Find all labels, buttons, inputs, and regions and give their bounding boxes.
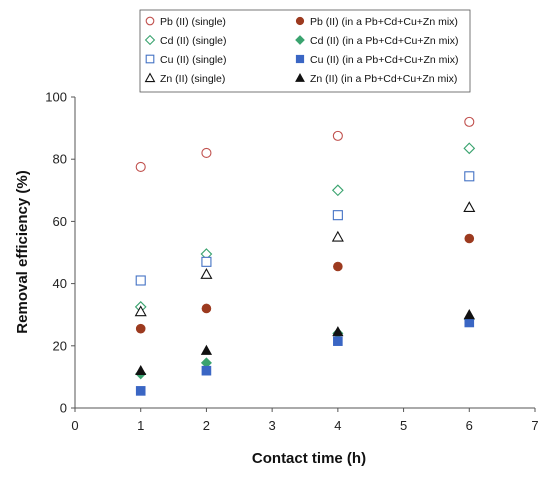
legend-box bbox=[139, 9, 471, 93]
data-point bbox=[200, 268, 213, 279]
data-point bbox=[332, 130, 343, 141]
data-point bbox=[135, 364, 147, 376]
data-point bbox=[134, 305, 147, 317]
legend-marker bbox=[295, 35, 305, 45]
x-axis-title: Contact time (h) bbox=[252, 450, 366, 467]
legend-label: Cd (II) (in a Pb+Cd+Cu+Zn mix) bbox=[310, 35, 459, 47]
data-point bbox=[463, 201, 476, 213]
data-point bbox=[135, 323, 146, 334]
series-6 bbox=[134, 201, 476, 317]
data-point bbox=[332, 210, 343, 221]
tick-labels: 0 1 2 3 4 5 6 7 0 20 40 60 80 100 bbox=[45, 90, 538, 434]
x-tick-label: 3 bbox=[269, 418, 276, 433]
data-points bbox=[134, 116, 476, 396]
plot-area bbox=[74, 97, 535, 409]
legend-marker bbox=[144, 34, 156, 46]
data-point bbox=[201, 256, 212, 267]
data-point bbox=[201, 365, 212, 376]
data-point bbox=[135, 386, 146, 396]
data-point bbox=[464, 317, 475, 328]
legend-marker bbox=[144, 72, 156, 83]
x-tick-label: 5 bbox=[400, 418, 407, 433]
legend-label: Cd (II) (single) bbox=[160, 35, 227, 47]
x-tick-label: 0 bbox=[71, 418, 78, 433]
data-point bbox=[331, 230, 344, 242]
data-point bbox=[135, 161, 146, 173]
y-tick-label: 20 bbox=[53, 338, 67, 353]
data-point bbox=[463, 142, 476, 155]
data-point bbox=[331, 184, 344, 197]
legend-marker bbox=[145, 16, 155, 26]
y-axis-title: Removal efficiency (%) bbox=[14, 170, 31, 333]
x-tick-label: 2 bbox=[203, 418, 210, 433]
x-tick-label: 7 bbox=[531, 418, 538, 433]
y-tick-label: 0 bbox=[60, 401, 67, 416]
legend-marker bbox=[295, 54, 305, 64]
series-3 bbox=[135, 313, 475, 380]
series-2 bbox=[134, 142, 476, 313]
data-point bbox=[201, 147, 212, 159]
legend-label: Cu (II) (in a Pb+Cd+Cu+Zn mix) bbox=[310, 54, 459, 66]
data-point bbox=[464, 233, 475, 244]
legend-label: Zn (II) (single) bbox=[160, 73, 225, 85]
series-5 bbox=[135, 317, 475, 396]
data-point bbox=[464, 171, 475, 182]
data-point bbox=[463, 308, 475, 320]
series-1 bbox=[135, 233, 475, 334]
legend: Pb (II) (single) Pb (II) (in a Pb+Cd+Cu+Z… bbox=[139, 9, 471, 93]
data-point bbox=[135, 275, 146, 286]
y-tick-label: 40 bbox=[53, 276, 67, 291]
series-4 bbox=[135, 171, 475, 286]
legend-marker bbox=[145, 54, 155, 64]
series-7 bbox=[135, 308, 475, 376]
series-0 bbox=[135, 116, 475, 173]
data-point bbox=[200, 344, 213, 355]
data-point bbox=[201, 303, 212, 314]
x-tick-label: 6 bbox=[466, 418, 473, 433]
x-tick-label: 1 bbox=[137, 418, 144, 433]
y-tick-label: 60 bbox=[53, 214, 67, 229]
legend-label: Pb (II) (in a Pb+Cd+Cu+Zn mix) bbox=[310, 16, 458, 28]
legend-marker bbox=[295, 16, 305, 26]
x-tick-label: 4 bbox=[334, 418, 341, 433]
legend-label: Zn (II) (in a Pb+Cd+Cu+Zn mix) bbox=[310, 73, 457, 85]
y-tick-label: 100 bbox=[45, 90, 67, 105]
legend-label: Pb (II) (single) bbox=[160, 16, 226, 28]
y-tick-label: 80 bbox=[53, 152, 67, 167]
data-point bbox=[333, 336, 343, 346]
data-point bbox=[333, 261, 343, 272]
legend-label: Cu (II) (single) bbox=[160, 54, 227, 66]
legend-marker bbox=[295, 72, 305, 82]
data-point bbox=[332, 326, 344, 337]
data-point bbox=[464, 116, 475, 127]
